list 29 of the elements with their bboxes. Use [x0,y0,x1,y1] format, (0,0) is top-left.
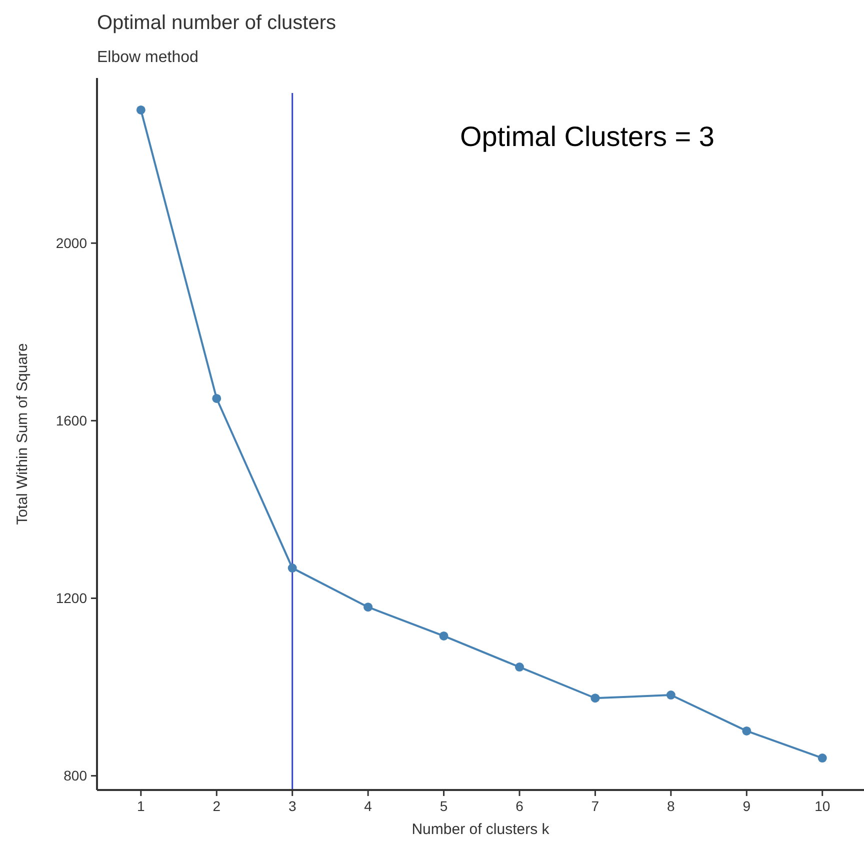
point [212,394,222,403]
chart-title: Optimal number of clusters [97,12,336,34]
x-tick-label: 7 [591,798,600,814]
x-tick-label: 5 [440,798,448,814]
annotation: Optimal Clusters = 3 [460,121,714,152]
point [364,602,373,612]
x-tick-label: 2 [212,798,221,814]
x-tick-label: 3 [288,798,296,814]
y-axis-title: Total Within Sum of Square [14,343,31,525]
point [439,631,448,640]
x-tick-label: 4 [364,798,372,814]
point [288,564,297,573]
y-tick-label: 1600 [56,412,88,429]
point [136,105,146,114]
point [818,754,827,763]
x-tick-label: 10 [814,798,830,814]
x-axis-title: Number of clusters k [412,821,550,838]
point [590,694,600,703]
x-tick-label: 8 [667,798,676,814]
point [742,726,752,736]
chart-subtitle: Elbow method [97,49,198,66]
x-tick-label: 9 [742,798,751,814]
y-tick-label: 2000 [56,235,88,252]
y-tick-label: 800 [64,768,88,784]
point [666,690,676,700]
point [514,662,524,672]
x-tick-label: 1 [137,798,146,814]
x-tick-label: 6 [516,798,524,814]
y-tick-label: 1200 [56,590,88,606]
